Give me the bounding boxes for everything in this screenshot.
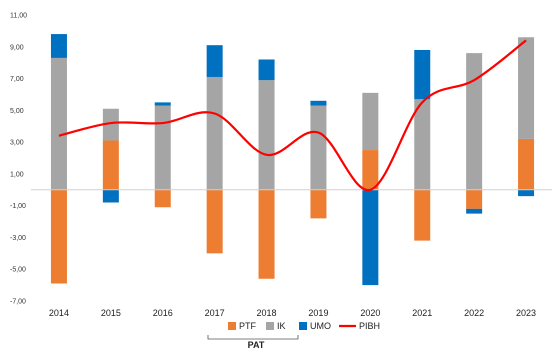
bar-ptf xyxy=(50,189,67,284)
bar-ptf xyxy=(154,189,171,208)
line-pibh xyxy=(58,39,527,191)
x-tick-label: 2018 xyxy=(257,308,277,318)
legend-group-bracket xyxy=(207,335,299,340)
bar-umo xyxy=(50,34,67,58)
y-tick-label: -1,00 xyxy=(10,203,26,210)
legend-label-ptf: PTF xyxy=(239,321,257,331)
y-tick-label: -3,00 xyxy=(10,235,26,242)
bar-ptf xyxy=(362,150,379,190)
bar-ptf xyxy=(466,189,483,209)
y-tick-label: 3,00 xyxy=(10,140,24,147)
bar-ik xyxy=(206,76,223,190)
bar-umo xyxy=(102,189,119,203)
bar-ptf xyxy=(102,140,119,190)
bar-umo xyxy=(206,45,223,77)
bar-ik xyxy=(102,108,119,141)
x-tick-label: 2020 xyxy=(360,308,380,318)
y-tick-label: 5,00 xyxy=(10,108,24,115)
x-tick-label: 2016 xyxy=(153,308,173,318)
legend: PTF IK UMO PIBH PAT xyxy=(207,321,380,349)
bar-ptf xyxy=(310,189,327,219)
y-tick-label: -5,00 xyxy=(10,267,26,274)
x-tick-label: 2019 xyxy=(308,308,328,318)
bar-ik xyxy=(50,57,67,190)
line-series xyxy=(58,39,527,191)
x-tick-label: 2023 xyxy=(516,308,536,318)
bar-ptf xyxy=(414,189,431,241)
legend-swatch-ik xyxy=(266,322,274,330)
legend-label-ik: IK xyxy=(277,321,286,331)
legend-label-umo: UMO xyxy=(310,321,331,331)
x-axis: 2014 2015 2016 2017 2018 2019 2020 2021 2022 2023 xyxy=(49,308,536,318)
x-tick-label: 2022 xyxy=(464,308,484,318)
bar-ik xyxy=(466,53,483,190)
bar-ptf xyxy=(518,138,535,190)
y-tick-label: 1,00 xyxy=(10,171,24,178)
legend-label-pibh: PIBH xyxy=(359,321,380,331)
bar-ik xyxy=(154,105,171,190)
bar-ik xyxy=(518,37,535,139)
bar-ik xyxy=(414,99,431,190)
x-tick-label: 2014 xyxy=(49,308,69,318)
bar-umo xyxy=(518,189,535,197)
bar-umo xyxy=(258,59,275,81)
y-tick-label: -7,00 xyxy=(10,299,26,306)
y-tick-label: 7,00 xyxy=(10,76,24,83)
y-tick-label: 11,00 xyxy=(10,13,27,20)
bar-ik xyxy=(362,92,379,151)
bar-ik xyxy=(310,105,327,190)
bar-ptf xyxy=(258,189,275,279)
x-tick-label: 2015 xyxy=(101,308,121,318)
y-axis: 11,00 9,00 7,00 5,00 3,00 1,00 -1,00 -3,00 -5,00… xyxy=(10,13,27,306)
bar-umo xyxy=(154,102,171,106)
legend-swatch-umo xyxy=(299,322,307,330)
bar-umo xyxy=(466,208,483,214)
bar-umo xyxy=(362,189,379,286)
legend-swatch-ptf xyxy=(228,322,236,330)
y-tick-label: 9,00 xyxy=(10,44,24,51)
bar-umo xyxy=(414,49,431,100)
bar-ik xyxy=(258,80,275,190)
bar-series xyxy=(50,34,535,286)
bar-umo xyxy=(310,100,327,106)
bar-ptf xyxy=(206,189,223,254)
legend-group-label: PAT xyxy=(248,340,265,349)
x-tick-label: 2021 xyxy=(412,308,432,318)
x-tick-label: 2017 xyxy=(205,308,225,318)
